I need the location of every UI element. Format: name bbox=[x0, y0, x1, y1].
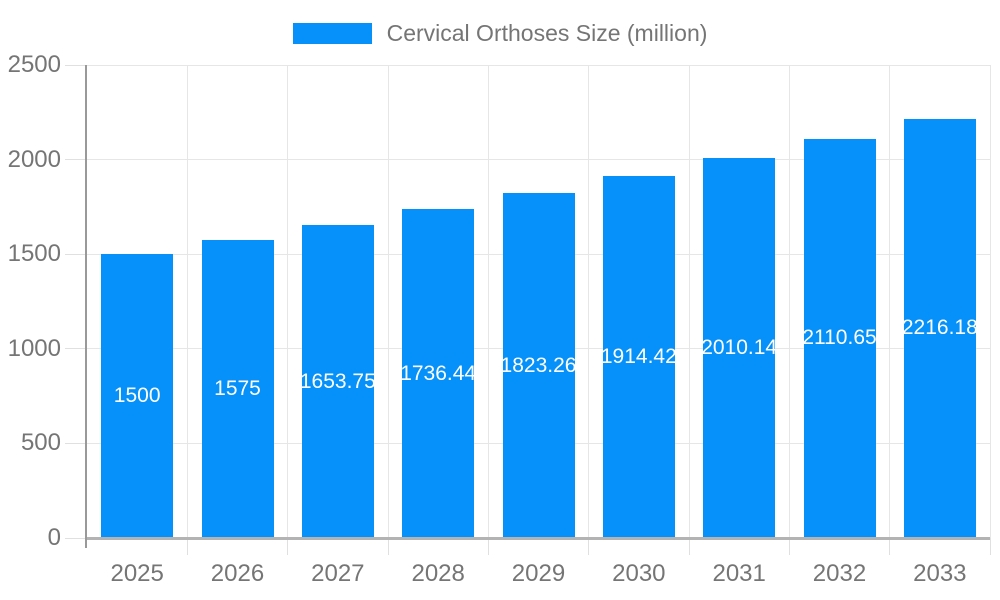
x-gridline bbox=[287, 65, 289, 538]
legend-label: Cervical Orthoses Size (million) bbox=[386, 19, 708, 46]
y-axis-tick-label: 500 bbox=[20, 429, 61, 457]
bar-value-label: 1736.44 bbox=[400, 361, 477, 385]
x-gridline bbox=[889, 65, 891, 538]
x-axis-tick-label: 2028 bbox=[411, 560, 465, 587]
bar-value-label: 1653.75 bbox=[299, 369, 376, 393]
bar[interactable]: 2010.14 bbox=[701, 157, 778, 538]
legend-color-swatch bbox=[292, 22, 372, 44]
x-gridline bbox=[186, 65, 188, 538]
x-axis-tick bbox=[487, 538, 489, 555]
bar[interactable]: 1914.42 bbox=[600, 175, 677, 538]
bar-value-label: 1914.42 bbox=[600, 344, 677, 368]
x-axis-tick-label: 2026 bbox=[210, 560, 265, 587]
y-axis-tick-label: 2500 bbox=[7, 51, 61, 78]
x-axis-tick bbox=[186, 538, 188, 555]
y-axis-tick-label: 2000 bbox=[7, 145, 61, 173]
x-axis-tick bbox=[788, 538, 790, 555]
y-gridline bbox=[87, 159, 990, 161]
bar[interactable]: 1500 bbox=[101, 254, 174, 538]
x-axis-tick-label: 2033 bbox=[913, 560, 967, 587]
x-axis-tick-label: 2030 bbox=[612, 560, 666, 587]
x-axis-tick bbox=[287, 538, 289, 555]
x-axis-tick-label: 2031 bbox=[712, 560, 766, 587]
x-gridline bbox=[688, 65, 690, 538]
x-axis-tick-label: 2032 bbox=[812, 560, 867, 587]
bar[interactable]: 2110.65 bbox=[802, 138, 877, 538]
bar-value-label: 2110.65 bbox=[802, 326, 877, 350]
x-axis-tick bbox=[387, 538, 389, 555]
y-axis-tick bbox=[65, 348, 87, 350]
plot-area: 0 500 1000 1500 2000 2500 1500 1575 1653.75 1736.… bbox=[8, 53, 991, 586]
x-axis-tick bbox=[889, 538, 891, 555]
x-gridline bbox=[387, 65, 389, 538]
x-axis-tick bbox=[989, 538, 991, 555]
x-axis-tick-label: 2027 bbox=[311, 560, 365, 587]
y-axis-tick bbox=[65, 442, 87, 444]
bar-value-label: 1500 bbox=[113, 384, 161, 408]
bar[interactable]: 1575 bbox=[201, 240, 274, 538]
legend: Cervical Orthoses Size (million) bbox=[0, 20, 1000, 46]
x-gridline bbox=[487, 65, 489, 538]
bar[interactable]: 1653.75 bbox=[299, 225, 376, 538]
x-axis-tick-label: 2029 bbox=[511, 560, 566, 587]
bar-value-label: 2216.18 bbox=[901, 316, 978, 340]
x-gridline bbox=[989, 65, 991, 538]
y-axis-tick-label: 1500 bbox=[7, 240, 61, 268]
bar[interactable]: 1736.44 bbox=[400, 209, 477, 538]
y-axis-tick bbox=[65, 537, 87, 539]
y-axis-tick bbox=[65, 64, 87, 66]
x-axis-tick bbox=[588, 538, 590, 555]
y-gridline bbox=[87, 64, 990, 66]
x-gridline bbox=[588, 65, 590, 538]
bar-value-label: 1575 bbox=[214, 377, 261, 400]
bar-value-label: 1823.26 bbox=[500, 353, 577, 377]
x-axis-tick bbox=[688, 538, 690, 555]
bar-value-label: 2010.14 bbox=[701, 335, 778, 359]
x-gridline bbox=[788, 65, 790, 538]
y-axis-tick-label: 1000 bbox=[7, 334, 61, 362]
bar[interactable]: 1823.26 bbox=[500, 193, 577, 538]
bar[interactable]: 2216.18 bbox=[901, 118, 978, 538]
y-axis-line bbox=[85, 65, 87, 548]
x-axis-baseline bbox=[87, 537, 990, 540]
y-axis-tick-label: 0 bbox=[47, 524, 61, 551]
y-axis-tick bbox=[65, 159, 87, 161]
y-axis-tick bbox=[65, 253, 87, 255]
x-axis-tick-label: 2025 bbox=[110, 560, 164, 587]
